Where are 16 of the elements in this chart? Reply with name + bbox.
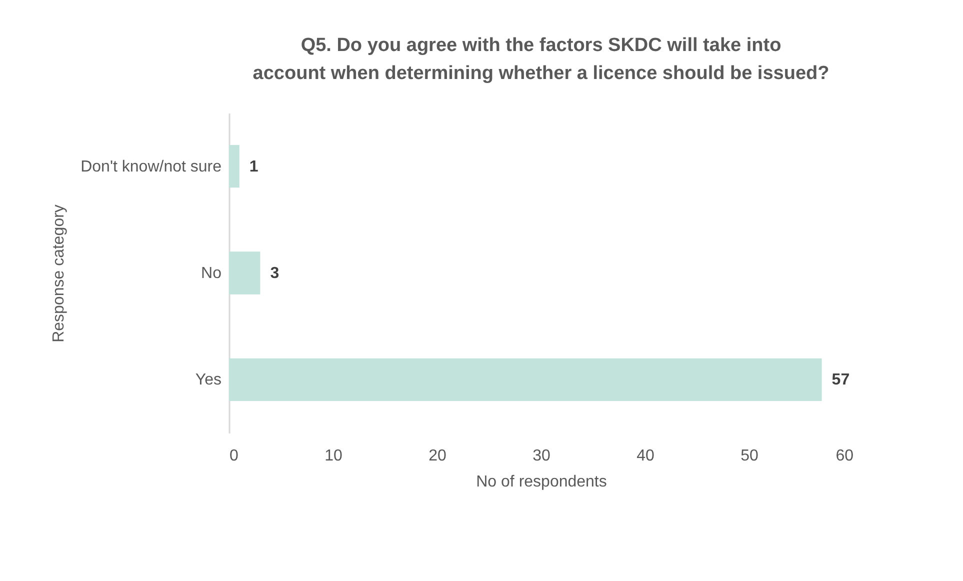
x-axis-title: No of respondents bbox=[476, 474, 607, 490]
data-label: 3 bbox=[270, 265, 280, 282]
chart-title: Q5. Do you agree with the factors SKDC will take into account when determining whether a licence should be issued? bbox=[252, 35, 830, 84]
x-tick-label: 20 bbox=[428, 448, 446, 464]
x-tick-label: 60 bbox=[836, 448, 854, 464]
data-label: 57 bbox=[832, 372, 850, 389]
y-tick-label: Don't know/not sure bbox=[80, 158, 222, 176]
x-tick-label: 50 bbox=[740, 448, 758, 464]
data-label: 1 bbox=[249, 158, 258, 176]
x-tick-label: 40 bbox=[636, 448, 654, 464]
y-tick-label: Yes bbox=[195, 372, 222, 389]
x-tick-label: 10 bbox=[324, 448, 342, 464]
y-tick-label: No bbox=[201, 265, 222, 282]
x-tick-label: 30 bbox=[532, 448, 550, 464]
y-axis-title: Response category bbox=[50, 204, 68, 342]
x-tick-label: 0 bbox=[230, 448, 238, 464]
